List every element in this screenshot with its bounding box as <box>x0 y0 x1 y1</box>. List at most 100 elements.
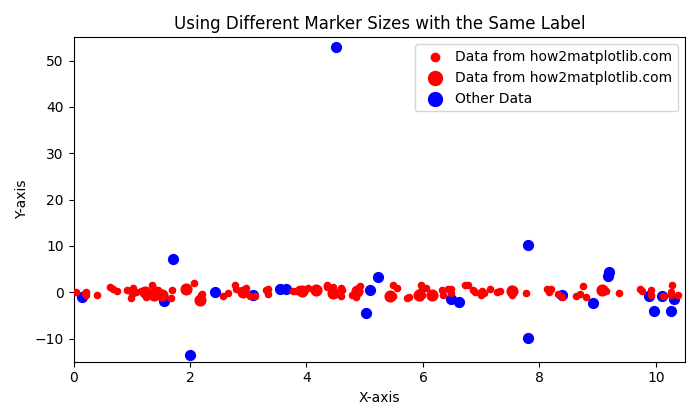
Data from how2matplotlib.com <box>505 286 517 292</box>
Data from how2matplotlib.com <box>570 292 581 299</box>
Other Data <box>603 273 614 280</box>
Data from how2matplotlib.com <box>196 291 207 298</box>
Legend: Data from how2matplotlib.com, Data from how2matplotlib.com, Other Data: Data from how2matplotlib.com, Data from … <box>415 44 678 111</box>
Data from how2matplotlib.com <box>468 287 479 294</box>
Data from how2matplotlib.com <box>328 289 339 296</box>
Data from how2matplotlib.com <box>416 282 427 289</box>
Data from how2matplotlib.com <box>636 288 648 294</box>
Data from how2matplotlib.com <box>506 291 517 298</box>
Other Data <box>656 292 667 299</box>
Data from how2matplotlib.com <box>335 284 346 291</box>
Data from how2matplotlib.com <box>80 289 92 296</box>
Data from how2matplotlib.com <box>672 291 683 298</box>
Data from how2matplotlib.com <box>427 292 438 299</box>
Data from how2matplotlib.com <box>478 289 489 296</box>
Data from how2matplotlib.com <box>442 285 454 292</box>
Other Data <box>556 291 568 298</box>
Data from how2matplotlib.com <box>125 294 136 301</box>
Data from how2matplotlib.com <box>147 282 158 289</box>
Data from how2matplotlib.com <box>310 287 321 294</box>
Data from how2matplotlib.com <box>575 291 586 297</box>
Other Data <box>522 241 533 248</box>
Data from how2matplotlib.com <box>387 282 398 289</box>
Data from how2matplotlib.com <box>148 292 160 299</box>
Other Data <box>360 310 372 317</box>
Data from how2matplotlib.com <box>230 286 241 292</box>
Data from how2matplotlib.com <box>445 289 456 296</box>
Data from how2matplotlib.com <box>197 291 208 297</box>
Data from how2matplotlib.com <box>645 291 657 298</box>
Data from how2matplotlib.com <box>577 282 588 289</box>
Other Data <box>372 273 384 280</box>
Data from how2matplotlib.com <box>544 289 555 295</box>
Data from how2matplotlib.com <box>223 290 234 297</box>
Data from how2matplotlib.com <box>556 294 568 301</box>
Data from how2matplotlib.com <box>121 286 132 293</box>
Data from how2matplotlib.com <box>249 293 260 300</box>
Data from how2matplotlib.com <box>414 291 425 298</box>
Data from how2matplotlib.com <box>350 294 361 300</box>
Data from how2matplotlib.com <box>165 294 176 301</box>
Data from how2matplotlib.com <box>613 289 624 296</box>
Data from how2matplotlib.com <box>107 285 118 292</box>
Data from how2matplotlib.com <box>141 291 152 297</box>
Other Data <box>167 255 178 262</box>
Data from how2matplotlib.com <box>261 286 272 293</box>
Data from how2matplotlib.com <box>336 287 347 294</box>
Data from how2matplotlib.com <box>580 294 592 300</box>
Data from how2matplotlib.com <box>491 289 503 295</box>
Y-axis label: Y-axis: Y-axis <box>15 180 29 219</box>
Data from how2matplotlib.com <box>426 292 438 299</box>
Data from how2matplotlib.com <box>105 284 116 291</box>
Data from how2matplotlib.com <box>230 282 241 289</box>
Other Data <box>158 298 169 304</box>
Other Data <box>365 287 376 294</box>
Data from how2matplotlib.com <box>414 294 426 300</box>
Data from how2matplotlib.com <box>302 285 314 291</box>
Other Data <box>76 294 88 301</box>
Data from how2matplotlib.com <box>541 286 552 292</box>
Other Data <box>668 295 680 302</box>
Data from how2matplotlib.com <box>485 286 496 292</box>
Data from how2matplotlib.com <box>167 286 178 293</box>
Data from how2matplotlib.com <box>665 289 676 296</box>
Data from how2matplotlib.com <box>416 292 428 299</box>
Data from how2matplotlib.com <box>180 286 191 292</box>
Data from how2matplotlib.com <box>459 282 470 289</box>
Data from how2matplotlib.com <box>469 288 480 295</box>
Data from how2matplotlib.com <box>401 294 412 301</box>
Data from how2matplotlib.com <box>238 289 249 295</box>
Other Data <box>247 291 258 298</box>
Other Data <box>280 285 291 292</box>
Data from how2matplotlib.com <box>141 293 153 299</box>
Data from how2matplotlib.com <box>520 289 531 296</box>
Data from how2matplotlib.com <box>111 288 122 294</box>
Data from how2matplotlib.com <box>153 286 164 293</box>
Data from how2matplotlib.com <box>506 288 517 295</box>
Other Data <box>184 352 195 358</box>
Data from how2matplotlib.com <box>476 288 487 294</box>
Data from how2matplotlib.com <box>135 287 146 294</box>
Data from how2matplotlib.com <box>657 293 668 299</box>
Data from how2matplotlib.com <box>437 287 448 294</box>
Data from how2matplotlib.com <box>420 284 431 291</box>
Other Data <box>587 299 598 306</box>
Data from how2matplotlib.com <box>446 286 457 293</box>
Data from how2matplotlib.com <box>463 282 474 289</box>
Data from how2matplotlib.com <box>634 285 645 292</box>
Data from how2matplotlib.com <box>290 287 302 294</box>
Data from how2matplotlib.com <box>552 290 564 297</box>
Data from how2matplotlib.com <box>596 287 608 294</box>
Data from how2matplotlib.com <box>148 286 160 292</box>
Data from how2matplotlib.com <box>327 284 338 290</box>
Other Data <box>648 308 659 315</box>
Data from how2matplotlib.com <box>353 287 364 294</box>
Data from how2matplotlib.com <box>180 286 191 293</box>
Data from how2matplotlib.com <box>92 291 103 298</box>
Data from how2matplotlib.com <box>157 291 168 298</box>
Other Data <box>209 288 220 295</box>
Data from how2matplotlib.com <box>127 291 138 297</box>
Data from how2matplotlib.com <box>354 283 365 289</box>
Data from how2matplotlib.com <box>80 291 92 298</box>
Data from how2matplotlib.com <box>391 284 402 291</box>
